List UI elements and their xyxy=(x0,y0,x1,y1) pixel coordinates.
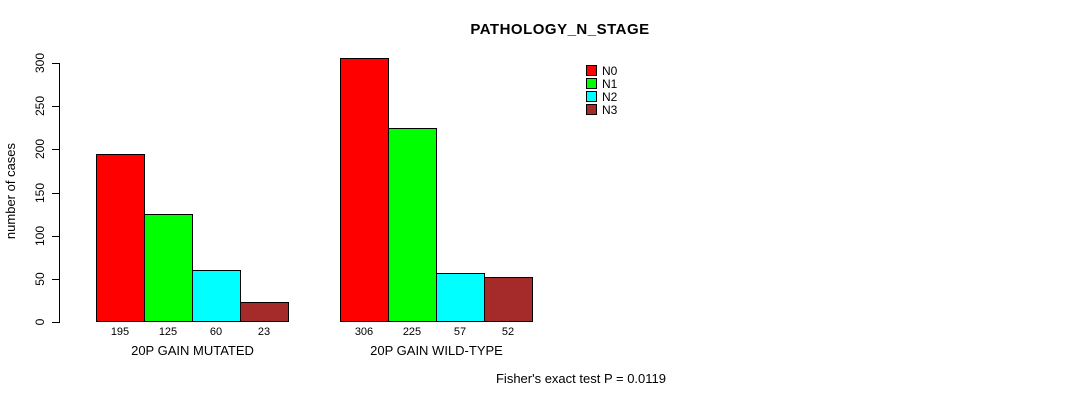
y-tick-mark xyxy=(52,279,59,280)
y-tick-mark xyxy=(52,322,59,323)
bar-n1 xyxy=(388,128,437,322)
bar-value-label: 125 xyxy=(158,326,178,338)
bar-n0 xyxy=(340,58,389,322)
bar-value-label: 195 xyxy=(110,326,130,338)
y-tick-label: 200 xyxy=(33,138,47,160)
legend-item-n1: N1 xyxy=(586,77,617,90)
legend-swatch-n1 xyxy=(586,78,597,89)
bar-value-label: 52 xyxy=(501,326,515,338)
bar-value-label: 225 xyxy=(402,326,422,338)
legend-swatch-n2 xyxy=(586,91,597,102)
legend-swatch-n3 xyxy=(586,104,597,115)
y-tick-mark xyxy=(52,193,59,194)
y-tick-label: 100 xyxy=(33,225,47,247)
chart-title: PATHOLOGY_N_STAGE xyxy=(470,21,650,38)
legend-swatch-n0 xyxy=(586,65,597,76)
bar-value-label: 60 xyxy=(209,326,223,338)
legend-label: N2 xyxy=(602,89,618,104)
y-tick-label: 0 xyxy=(33,318,47,326)
legend-label: N3 xyxy=(602,102,618,117)
x-group-label: 20P GAIN WILD-TYPE xyxy=(370,343,503,358)
y-tick-mark xyxy=(52,106,59,107)
bar-value-label: 306 xyxy=(354,326,374,338)
y-axis-line xyxy=(59,63,60,323)
legend: N0 N1 N2 N3 xyxy=(586,64,617,116)
annotation-text: Fisher's exact test P = 0.0119 xyxy=(495,371,666,386)
bar-value-label: 23 xyxy=(257,326,271,338)
bar-n3 xyxy=(240,302,289,322)
bar-n2 xyxy=(192,270,241,322)
legend-item-n0: N0 xyxy=(586,64,617,77)
y-tick-label: 250 xyxy=(33,95,47,117)
bar-n1 xyxy=(144,214,193,322)
legend-label: N1 xyxy=(602,76,618,91)
bar-n3 xyxy=(484,277,533,322)
legend-item-n3: N3 xyxy=(586,103,617,116)
y-tick-mark xyxy=(52,236,59,237)
y-tick-label: 50 xyxy=(33,272,47,286)
y-tick-label: 300 xyxy=(33,52,47,74)
bar-value-label: 57 xyxy=(453,326,467,338)
bar-n2 xyxy=(436,273,485,322)
legend-item-n2: N2 xyxy=(586,90,617,103)
y-axis-label: number of cases xyxy=(3,142,18,240)
y-tick-mark xyxy=(52,63,59,64)
y-tick-mark xyxy=(52,149,59,150)
bar-n0 xyxy=(96,154,145,322)
legend-label: N0 xyxy=(602,63,618,78)
x-group-label: 20P GAIN MUTATED xyxy=(131,343,254,358)
y-tick-label: 150 xyxy=(33,182,47,204)
